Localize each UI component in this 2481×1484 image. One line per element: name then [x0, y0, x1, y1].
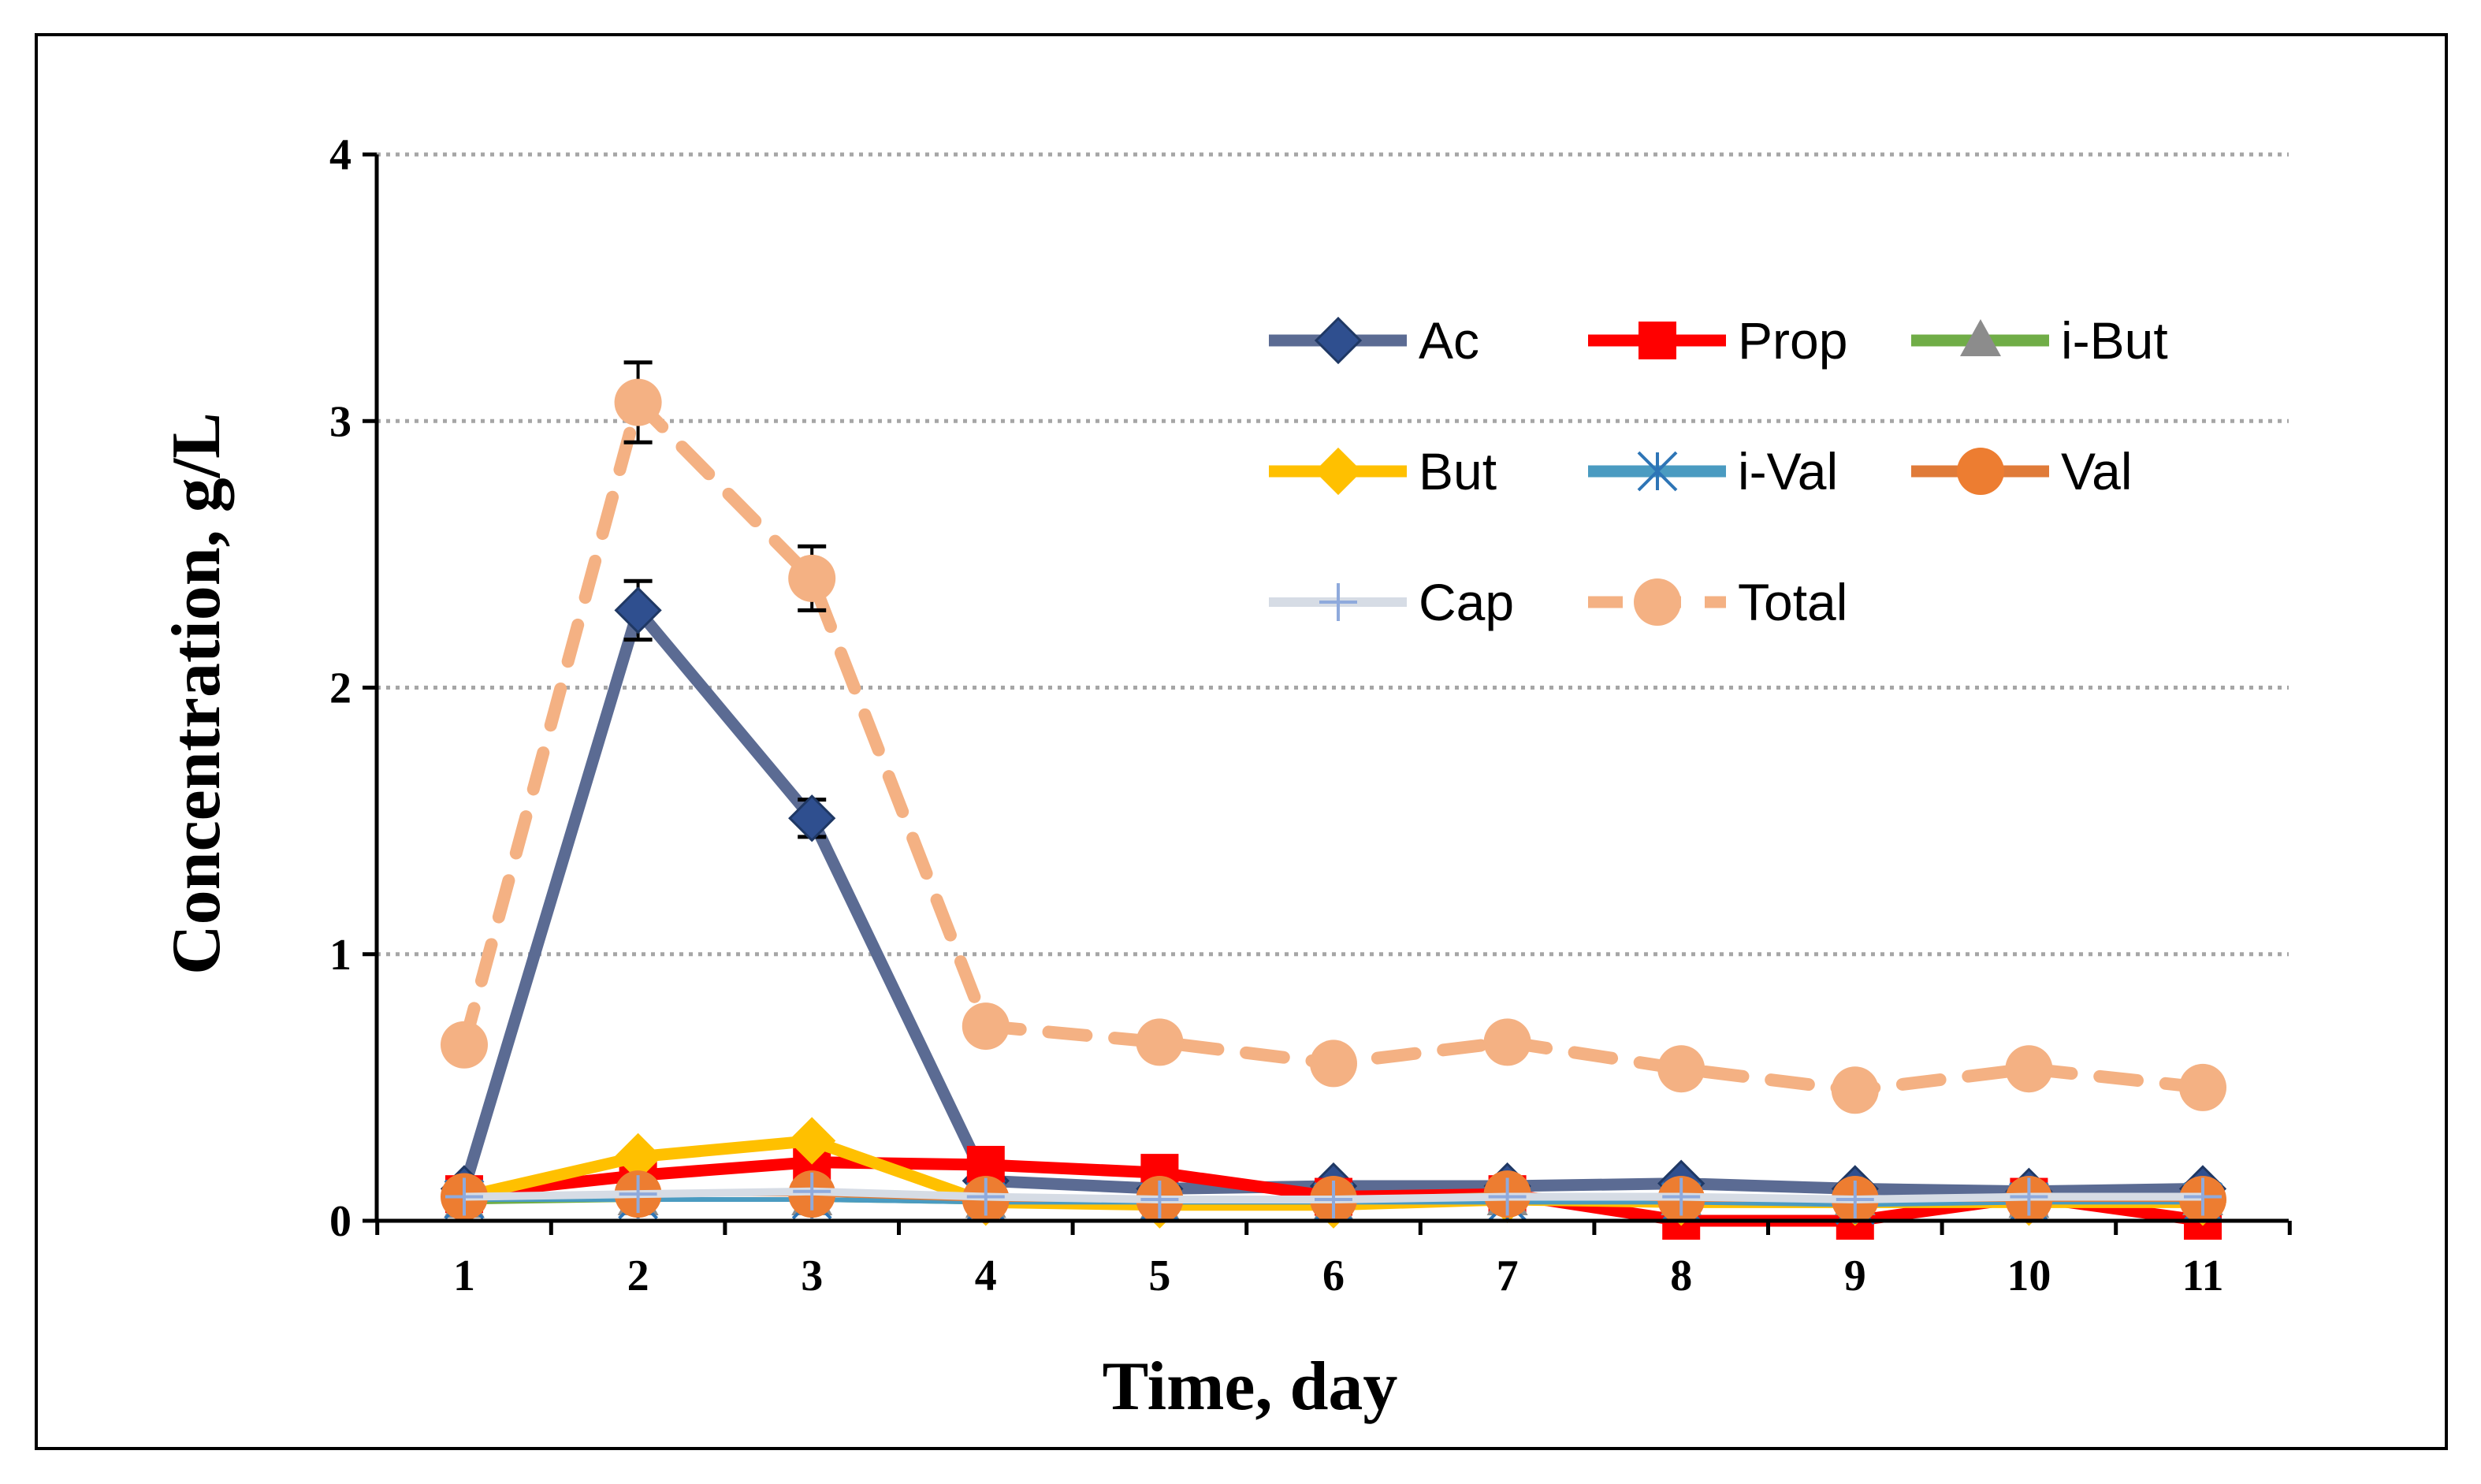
data-point-cap: [966, 1177, 1005, 1216]
legend-item-but: But: [1269, 442, 1497, 500]
legend-marker-i-but: [1960, 319, 2001, 356]
y-tick-label: 3: [329, 397, 352, 446]
x-tick-label: 9: [1844, 1252, 1866, 1300]
legend-label-val: Val: [2061, 442, 2133, 500]
data-point-total: [1136, 1018, 1184, 1066]
legend-item-prop: Prop: [1588, 311, 1847, 370]
data-point-cap: [2010, 1177, 2048, 1216]
data-point-total: [614, 378, 662, 426]
data-point-total: [1310, 1040, 1357, 1088]
legend: Ac Prop i-But But i-Val Val Cap Total: [1269, 311, 2168, 631]
data-point-cap: [445, 1177, 483, 1216]
data-point-cap: [1488, 1177, 1527, 1216]
legend-marker-val: [1957, 448, 2004, 495]
x-tick-label: 10: [2007, 1252, 2051, 1300]
series-total: [441, 360, 2226, 1114]
y-tick-label: 0: [329, 1197, 352, 1246]
ticks: 0 1 2 3 4 1 2 3 4 5 6 7 8 9 10 11: [329, 131, 2292, 1300]
legend-marker-i-val: [1637, 451, 1678, 492]
x-tick-label: 2: [627, 1252, 649, 1300]
y-tick-label: 4: [329, 131, 352, 180]
x-tick-label: 4: [975, 1252, 997, 1300]
x-tick-label: 3: [801, 1252, 823, 1300]
data-point-cap: [793, 1172, 831, 1211]
data-point-total: [962, 1002, 1010, 1051]
data-point-cap: [1662, 1177, 1701, 1216]
legend-item-total: Total: [1588, 573, 1847, 631]
data-point-total: [2005, 1045, 2053, 1093]
legend-label-i-but: i-But: [2061, 311, 2168, 370]
data-point-total: [2179, 1063, 2226, 1111]
legend-item-cap: Cap: [1269, 573, 1514, 631]
data-point-cap: [2184, 1177, 2222, 1216]
series-layer: [440, 360, 2227, 1240]
legend-label-i-val: i-Val: [1738, 442, 1838, 500]
x-tick-label: 11: [2182, 1252, 2224, 1300]
y-tick-label: 2: [329, 664, 352, 713]
legend-marker-but: [1314, 447, 1363, 496]
data-point-ac: [788, 794, 836, 842]
x-tick-label: 1: [453, 1252, 475, 1300]
legend-label-prop: Prop: [1738, 311, 1847, 370]
legend-label-cap: Cap: [1419, 573, 1514, 631]
legend-marker-cap: [1319, 583, 1357, 621]
data-point-total: [1657, 1045, 1705, 1093]
data-point-cap: [1836, 1180, 1874, 1218]
legend-marker-ac: [1314, 316, 1363, 365]
data-point-total: [1831, 1066, 1879, 1114]
data-point-total: [441, 1021, 488, 1069]
y-axis-title: Concentration, g/L: [158, 412, 235, 975]
legend-label-but: But: [1419, 442, 1497, 500]
data-point-cap: [619, 1175, 657, 1214]
data-point-ac: [614, 586, 662, 634]
series-cap: [445, 1172, 2222, 1218]
data-point-cap: [1140, 1180, 1179, 1218]
x-tick-label: 8: [1670, 1252, 1692, 1300]
y-tick-label: 1: [329, 931, 352, 980]
gridlines: [377, 152, 2289, 957]
legend-item-i-but: i-But: [1911, 311, 2168, 370]
legend-label-total: Total: [1738, 573, 1847, 631]
figure-frame: [35, 33, 2448, 1450]
legend-item-i-val: i-Val: [1588, 442, 1838, 500]
data-point-cap: [1315, 1180, 1352, 1218]
data-point-total: [1483, 1018, 1531, 1066]
legend-label-ac: Ac: [1419, 311, 1479, 370]
x-tick-label: 6: [1322, 1252, 1345, 1300]
data-point-total: [788, 554, 836, 602]
legend-marker-total: [1634, 578, 1681, 626]
legend-item-ac: Ac: [1269, 311, 1479, 370]
legend-item-val: Val: [1911, 442, 2133, 500]
x-axis-title: Time, day: [1103, 1348, 1398, 1425]
data-point-but: [788, 1117, 836, 1165]
x-tick-label: 7: [1497, 1252, 1519, 1300]
x-tick-label: 5: [1148, 1252, 1170, 1300]
legend-marker-prop: [1639, 322, 1676, 359]
